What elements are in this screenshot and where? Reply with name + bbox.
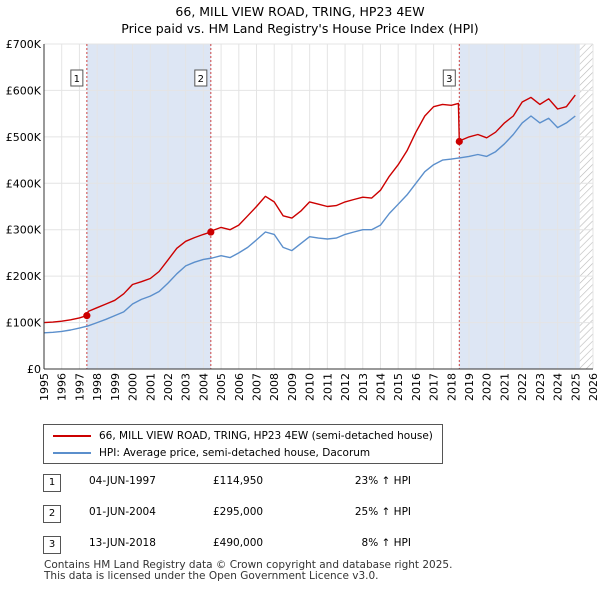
series-group [44,94,576,334]
x-tick-label: 2008 [268,373,281,401]
x-tick-label: 2006 [233,373,246,401]
x-tick-label: 2018 [445,373,458,401]
transaction-marker-box [442,69,456,87]
y-tick-label: £100K [6,317,42,330]
transaction-price: £295,000 [213,506,264,518]
x-tick-label: 2016 [410,373,423,401]
x-tick-label: 1997 [73,373,86,401]
x-tick-label: 2012 [339,373,352,401]
sale-point [455,137,463,146]
transaction-hpi-change: 8% ↑ HPI [361,537,411,549]
shaded-period [86,44,211,369]
transaction-number-badge: 3 [43,536,61,554]
x-tick-label: 2017 [428,373,441,401]
x-tick-label: 2014 [374,373,387,401]
transaction-number-badge: 2 [43,505,61,523]
transaction-date: 04-JUN-1997 [89,475,156,487]
transaction-price: £490,000 [213,537,264,549]
x-tick-label: 2010 [304,373,317,401]
property-price-line [44,94,576,324]
chart-title: 66, MILL VIEW ROAD, TRING, HP23 4EW Pric… [0,3,600,37]
x-tick-label: 1995 [38,373,51,401]
x-tick-label: 2015 [392,373,405,401]
transaction-marker-box [194,69,208,87]
y-tick-label: £400K [6,177,42,190]
y-tick-label: £700K [6,38,42,51]
transaction-marker-label: 2 [198,74,204,85]
x-tick-label: 1999 [109,373,122,401]
x-tick-label: 2013 [357,373,370,401]
x-tick-label: 2025 [569,373,582,401]
x-tick-label: 2000 [127,373,140,401]
title-line-1: 66, MILL VIEW ROAD, TRING, HP23 4EW [175,4,425,19]
transaction-row: 3 13-JUN-2018 £490,000 8% ↑ HPI [43,536,463,554]
legend-swatch-property [53,435,91,437]
x-tick-label: 2004 [197,373,210,401]
x-tick-label: 2003 [180,373,193,401]
hpi-line [44,115,576,334]
legend-label-property: 66, MILL VIEW ROAD, TRING, HP23 4EW (sem… [99,430,433,442]
transaction-row: 2 01-JUN-2004 £295,000 25% ↑ HPI [43,505,463,523]
y-tick-label: £300K [6,224,42,237]
x-tick-label: 2001 [144,373,157,401]
transaction-marker-label: 3 [446,74,452,85]
footer-copyright: Contains HM Land Registry data © Crown c… [44,559,453,571]
x-tick-label: 2007 [251,373,264,401]
transaction-hpi-change: 25% ↑ HPI [354,506,411,518]
x-tick-label: 1998 [91,373,104,401]
legend-label-hpi: HPI: Average price, semi-detached house,… [99,447,371,459]
x-tick-label: 1996 [56,373,69,401]
x-tick-label: 2002 [162,373,175,401]
x-tick-label: 2009 [286,373,299,401]
transaction-number-badge: 1 [43,474,61,492]
transaction-marker-label: 1 [74,74,80,85]
transaction-price: £114,950 [213,475,264,487]
y-tick-label: £500K [6,131,42,144]
sale-point [83,312,91,320]
sale-point [207,228,215,236]
footer-licence: This data is licensed under the Open Gov… [44,570,379,582]
transaction-hpi-change: 23% ↑ HPI [354,475,411,487]
x-tick-label: 2005 [215,373,228,401]
legend-swatch-hpi [53,452,91,454]
transaction-date: 01-JUN-2004 [89,506,156,518]
x-tick-label: 2022 [516,373,529,401]
shaded-period [459,44,580,369]
x-tick-label: 2011 [321,373,334,401]
legend: 66, MILL VIEW ROAD, TRING, HP23 4EW (sem… [43,424,443,464]
x-tick-label: 2019 [463,373,476,401]
y-tick-label: £0 [27,363,41,376]
y-tick-label: £600K [6,84,42,97]
title-line-2: Price paid vs. HM Land Registry's House … [121,21,479,36]
x-tick-label: 2021 [498,373,511,401]
transaction-date: 13-JUN-2018 [89,537,156,549]
y-tick-label: £200K [6,270,42,283]
transaction-row: 1 04-JUN-1997 £114,950 23% ↑ HPI [43,474,463,492]
footer: Contains HM Land Registry data © Crown c… [44,560,452,582]
future-hatch [579,44,593,369]
x-tick-label: 2020 [481,373,494,401]
transaction-marker-box [70,69,84,87]
x-tick-label: 2026 [587,373,600,401]
price-chart: £0 £100K £200K £300K £400K £500K £600K £700K 199… [6,38,600,401]
x-tick-label: 2024 [552,373,565,401]
x-tick-label: 2023 [534,373,547,401]
